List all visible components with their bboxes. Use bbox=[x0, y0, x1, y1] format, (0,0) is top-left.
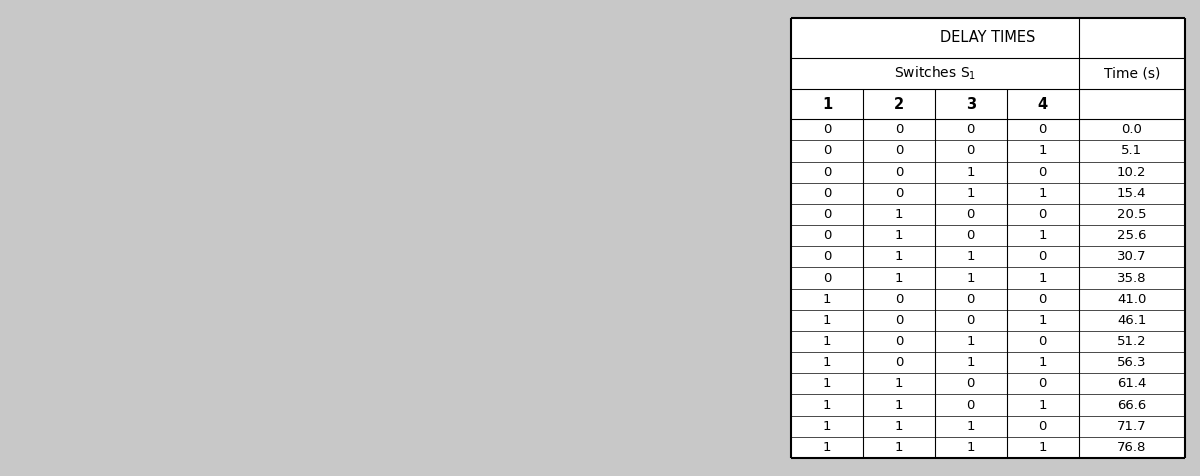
Text: 1: 1 bbox=[895, 441, 904, 454]
Text: DELAY TIMES: DELAY TIMES bbox=[941, 30, 1036, 45]
Text: 66.6: 66.6 bbox=[1117, 398, 1146, 412]
Text: 0.0: 0.0 bbox=[1121, 123, 1142, 136]
Text: 0: 0 bbox=[823, 166, 832, 178]
Text: 0: 0 bbox=[1038, 250, 1046, 263]
Text: 25.6: 25.6 bbox=[1117, 229, 1146, 242]
Text: 0: 0 bbox=[823, 208, 832, 221]
Text: 1: 1 bbox=[1038, 356, 1046, 369]
Text: 35.8: 35.8 bbox=[1117, 271, 1146, 285]
Text: 56.3: 56.3 bbox=[1117, 356, 1146, 369]
Text: 0: 0 bbox=[966, 377, 974, 390]
Text: 1: 1 bbox=[895, 208, 904, 221]
Text: 0: 0 bbox=[966, 208, 974, 221]
Text: 0: 0 bbox=[895, 314, 904, 327]
Text: 0: 0 bbox=[966, 314, 974, 327]
Text: 1: 1 bbox=[966, 187, 974, 200]
Text: 1: 1 bbox=[966, 420, 974, 433]
Text: 0: 0 bbox=[823, 229, 832, 242]
Text: 1: 1 bbox=[966, 250, 974, 263]
Text: 0: 0 bbox=[823, 271, 832, 285]
Text: 1: 1 bbox=[823, 377, 832, 390]
Text: 0: 0 bbox=[895, 166, 904, 178]
Text: 1: 1 bbox=[1038, 271, 1046, 285]
Text: 1: 1 bbox=[966, 271, 974, 285]
Text: 41.0: 41.0 bbox=[1117, 293, 1146, 306]
Text: 0: 0 bbox=[1038, 166, 1046, 178]
Text: Time (s): Time (s) bbox=[1104, 67, 1160, 80]
Text: 30.7: 30.7 bbox=[1117, 250, 1146, 263]
Text: 1: 1 bbox=[823, 335, 832, 348]
Text: 1: 1 bbox=[895, 377, 904, 390]
Text: 61.4: 61.4 bbox=[1117, 377, 1146, 390]
Text: Switches S$_1$: Switches S$_1$ bbox=[894, 65, 976, 82]
Text: 20.5: 20.5 bbox=[1117, 208, 1146, 221]
Text: 1: 1 bbox=[1038, 229, 1046, 242]
Text: 1: 1 bbox=[1038, 441, 1046, 454]
Text: 1: 1 bbox=[895, 250, 904, 263]
Text: 76.8: 76.8 bbox=[1117, 441, 1146, 454]
Text: 1: 1 bbox=[966, 335, 974, 348]
Text: 1: 1 bbox=[823, 398, 832, 412]
Text: 5.1: 5.1 bbox=[1121, 144, 1142, 158]
Text: 0: 0 bbox=[1038, 335, 1046, 348]
Text: 0: 0 bbox=[823, 123, 832, 136]
Text: 0: 0 bbox=[966, 229, 974, 242]
Text: 1: 1 bbox=[823, 293, 832, 306]
Text: 1: 1 bbox=[895, 229, 904, 242]
Text: 0: 0 bbox=[895, 356, 904, 369]
Text: 0: 0 bbox=[895, 123, 904, 136]
Text: 1: 1 bbox=[1038, 187, 1046, 200]
Text: 1: 1 bbox=[1038, 314, 1046, 327]
Text: 0: 0 bbox=[1038, 420, 1046, 433]
Text: 0: 0 bbox=[895, 335, 904, 348]
Text: 51.2: 51.2 bbox=[1117, 335, 1146, 348]
Text: 1: 1 bbox=[1038, 398, 1046, 412]
Text: 71.7: 71.7 bbox=[1117, 420, 1146, 433]
Text: 1: 1 bbox=[895, 398, 904, 412]
Text: 0: 0 bbox=[1038, 293, 1046, 306]
Text: 0: 0 bbox=[966, 293, 974, 306]
Text: 0: 0 bbox=[895, 293, 904, 306]
Text: 1: 1 bbox=[822, 97, 832, 112]
Text: 1: 1 bbox=[895, 271, 904, 285]
Text: 1: 1 bbox=[823, 356, 832, 369]
Text: 0: 0 bbox=[966, 398, 974, 412]
Text: 15.4: 15.4 bbox=[1117, 187, 1146, 200]
Text: 1: 1 bbox=[823, 441, 832, 454]
Text: 0: 0 bbox=[1038, 123, 1046, 136]
Text: 0: 0 bbox=[823, 187, 832, 200]
Text: 1: 1 bbox=[895, 420, 904, 433]
Text: 0: 0 bbox=[823, 250, 832, 263]
Text: 1: 1 bbox=[966, 441, 974, 454]
Text: 1: 1 bbox=[823, 314, 832, 327]
Text: 0: 0 bbox=[823, 144, 832, 158]
Text: 0: 0 bbox=[966, 144, 974, 158]
Text: 1: 1 bbox=[823, 420, 832, 433]
Text: 0: 0 bbox=[966, 123, 974, 136]
Text: 0: 0 bbox=[895, 187, 904, 200]
Text: 10.2: 10.2 bbox=[1117, 166, 1146, 178]
Text: 0: 0 bbox=[1038, 377, 1046, 390]
Text: 2: 2 bbox=[894, 97, 904, 112]
Text: 4: 4 bbox=[1038, 97, 1048, 112]
Text: 1: 1 bbox=[966, 356, 974, 369]
Text: 1: 1 bbox=[966, 166, 974, 178]
Text: 46.1: 46.1 bbox=[1117, 314, 1146, 327]
Text: 0: 0 bbox=[895, 144, 904, 158]
Text: 0: 0 bbox=[1038, 208, 1046, 221]
Text: 3: 3 bbox=[966, 97, 976, 112]
Text: 1: 1 bbox=[1038, 144, 1046, 158]
